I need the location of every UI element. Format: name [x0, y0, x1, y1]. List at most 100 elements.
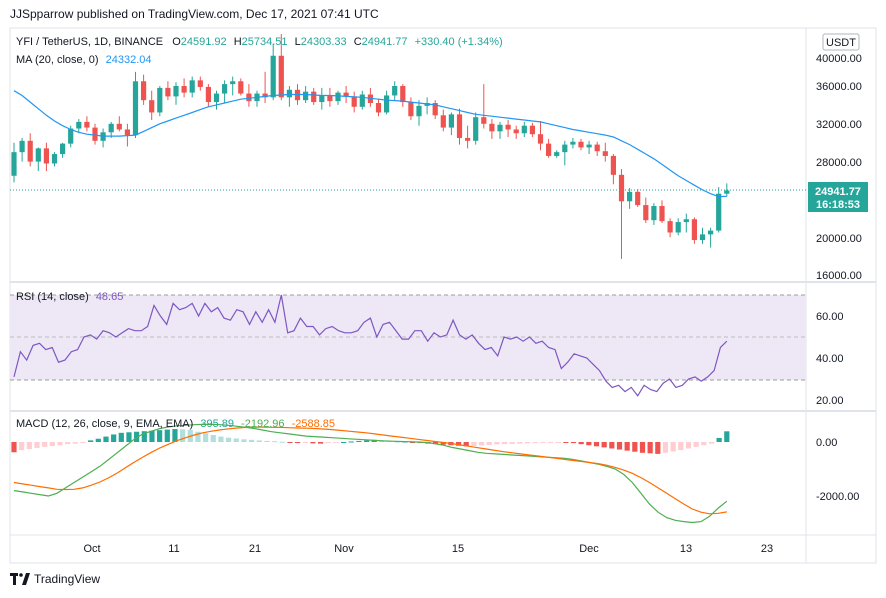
candlestick-series	[11, 34, 730, 259]
candle-body	[489, 123, 495, 132]
macd-hist-bar	[478, 442, 485, 446]
macd-hist-bar	[455, 442, 462, 446]
macd-hist-bar	[724, 431, 730, 442]
macd-hist-bar	[149, 430, 155, 442]
candle	[489, 119, 495, 139]
ma-line	[13, 90, 727, 198]
candle	[448, 112, 454, 136]
candle-body	[343, 92, 349, 97]
rsi-legend: RSI (14, close) 48.65	[16, 291, 123, 303]
macd-hist-bar	[586, 442, 592, 446]
macd-hist-bar	[279, 441, 285, 443]
candle	[51, 152, 58, 167]
candle	[246, 84, 252, 107]
macd-hist-bar	[88, 440, 94, 442]
macd-hist-bar	[593, 442, 600, 447]
candle	[327, 87, 333, 107]
candle	[724, 183, 730, 197]
rsi-band	[10, 295, 806, 380]
candle	[213, 90, 220, 110]
candle-body	[327, 95, 333, 102]
candle	[497, 121, 503, 139]
candle	[691, 217, 697, 244]
candle	[60, 142, 66, 158]
candle-body	[708, 230, 714, 235]
candle-body	[84, 121, 90, 128]
candle	[659, 200, 665, 224]
macd-hist-bar	[172, 429, 178, 442]
candle-body	[529, 125, 535, 135]
candle	[400, 84, 406, 107]
macd-hist-bar	[271, 441, 278, 443]
candle	[11, 142, 17, 183]
candle-body	[667, 221, 673, 233]
macd-hist-bar	[409, 442, 416, 443]
legend-high-label: H	[234, 36, 242, 48]
candle	[205, 84, 211, 107]
rsi-tick: 60.00	[816, 311, 844, 323]
macd-hist-bar	[494, 442, 500, 445]
currency-label: USDT	[826, 37, 856, 49]
candle-body	[432, 103, 438, 116]
macd-hist-bar	[578, 442, 584, 445]
macd-hist-bar	[134, 431, 140, 442]
candle	[189, 76, 195, 98]
candle-body	[699, 234, 706, 241]
candle-body	[246, 93, 252, 102]
legend-low-label: L	[295, 36, 301, 48]
candle-body	[643, 205, 649, 221]
candle-body	[27, 140, 33, 162]
candle-body	[691, 219, 697, 241]
macd-hist-bar	[157, 430, 163, 442]
macd-hist-bar	[662, 442, 669, 453]
legend-high: 25734.51	[242, 36, 288, 48]
candle	[84, 116, 90, 132]
candle-body	[375, 103, 382, 113]
candle-body	[205, 86, 211, 103]
macd-hist-bar	[325, 442, 331, 444]
macd-hist-bar	[693, 442, 699, 447]
candle	[375, 99, 382, 117]
candle	[230, 76, 236, 96]
macd-hist-bar	[532, 442, 538, 444]
candle-body	[92, 127, 98, 141]
candle-body	[594, 144, 600, 152]
currency-badge[interactable]	[822, 33, 860, 51]
macd-hist-bar	[701, 442, 707, 446]
candle-body	[43, 148, 49, 164]
candle	[197, 76, 203, 91]
candle	[618, 169, 625, 259]
brand-text: TradingView	[34, 572, 101, 586]
legend-open: 24591.92	[181, 36, 227, 48]
macd-hist-bar	[249, 439, 255, 442]
macd-hist-bar	[517, 442, 523, 444]
candle-body	[11, 152, 17, 176]
legend-symbol: YFI / TetherUS, 1D, BINANCE	[16, 36, 163, 48]
candle-body	[408, 102, 414, 117]
macd-hist-bar	[647, 442, 653, 454]
last-price-value: 24941.77	[815, 186, 861, 198]
candle	[141, 74, 147, 105]
tradingview-logo[interactable]: TradingView	[10, 572, 100, 586]
candle	[108, 121, 114, 138]
candle	[667, 218, 673, 238]
candle-body	[635, 191, 641, 206]
candle	[546, 138, 552, 158]
candle-body	[602, 151, 608, 156]
candle-body	[440, 115, 446, 128]
candle-body	[562, 144, 568, 153]
candle	[278, 34, 284, 101]
candle-body	[724, 190, 730, 194]
candle-body	[448, 114, 454, 128]
rsi-legend-value: 48.65	[96, 291, 124, 303]
macd-hist-bar	[509, 442, 515, 444]
candle-body	[189, 80, 195, 93]
price-tick: 36000.00	[816, 81, 862, 93]
macd-hist-bar	[333, 442, 339, 443]
candle	[708, 227, 714, 248]
macd-hist-bar	[57, 442, 63, 446]
macd-hist-bar	[19, 442, 25, 451]
macd-hist-bar	[95, 438, 101, 442]
macd-hist-bar	[340, 442, 347, 443]
